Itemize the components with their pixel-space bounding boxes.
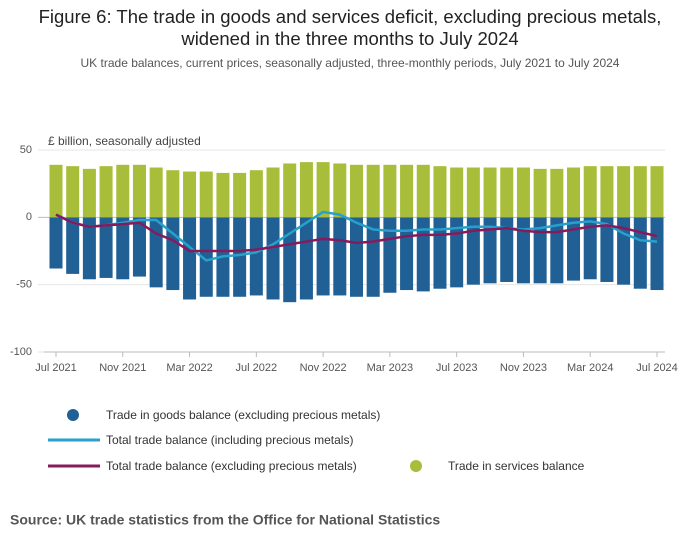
bar [383, 217, 397, 293]
legend-swatch [410, 460, 422, 472]
bar [233, 217, 247, 297]
bar [333, 163, 347, 218]
bar [149, 217, 163, 288]
bar [183, 217, 197, 300]
legend-label: Total trade balance (including precious … [106, 433, 353, 447]
bar [450, 167, 464, 218]
x-tick-label: Nov 2022 [300, 362, 347, 374]
bar [166, 170, 180, 218]
legend-label: Trade in services balance [448, 459, 585, 473]
x-tick-label: Jul 2024 [636, 362, 678, 374]
bar [466, 217, 480, 285]
bar [249, 170, 263, 218]
bar [400, 164, 414, 218]
line [55, 210, 658, 262]
header: Figure 6: The trade in goods and service… [10, 6, 690, 70]
bar [66, 217, 80, 274]
bar [567, 217, 581, 281]
line [55, 213, 658, 253]
bar [316, 162, 330, 218]
bar [216, 172, 230, 218]
bar [199, 217, 213, 297]
x-tick-label: Jul 2022 [236, 362, 278, 374]
bar [400, 217, 414, 291]
bar [82, 217, 96, 280]
bar [583, 217, 597, 280]
bar [199, 171, 213, 218]
bar [283, 217, 297, 303]
bar [516, 167, 530, 218]
bar [316, 217, 330, 296]
x-tick-label: Mar 2023 [367, 362, 413, 374]
bar [516, 217, 530, 284]
bar [99, 217, 113, 278]
legend-label: Trade in goods balance (excluding precio… [106, 408, 380, 422]
bar [366, 217, 380, 297]
bar [500, 217, 514, 282]
bar [349, 164, 364, 218]
legend-swatch [67, 409, 79, 421]
bar [550, 217, 564, 284]
bar [132, 164, 146, 218]
bar [283, 163, 297, 218]
bar [233, 172, 247, 218]
bar [416, 164, 430, 218]
bar [266, 217, 280, 300]
bar [466, 167, 480, 218]
bar [82, 168, 96, 218]
bar [633, 217, 647, 289]
bar [149, 167, 163, 218]
y-tick-label: -50 [16, 279, 32, 291]
bar [600, 217, 614, 282]
bar [132, 217, 146, 277]
bar [483, 167, 497, 218]
chart-subtitle: UK trade balances, current prices, seaso… [80, 56, 620, 70]
chart-title: Figure 6: The trade in goods and service… [38, 6, 662, 49]
source: Source: UK trade statistics from the Off… [10, 512, 440, 528]
bar [249, 217, 263, 296]
x-tick-label: Nov 2023 [500, 362, 547, 374]
bar [633, 166, 647, 218]
x-tick-label: Mar 2024 [567, 362, 613, 374]
bar [650, 217, 664, 291]
x-tick-label: Jul 2021 [35, 362, 77, 374]
bar [583, 166, 597, 218]
y-tick-label: 50 [20, 144, 32, 156]
bar [617, 166, 631, 218]
y-tick-label: -100 [10, 346, 32, 358]
bar [533, 168, 547, 218]
bar [600, 166, 614, 218]
bar [650, 166, 664, 218]
bar [333, 217, 347, 296]
bar [116, 217, 130, 280]
bar [433, 166, 447, 218]
x-tick-label: Mar 2022 [166, 362, 212, 374]
bar [49, 217, 63, 269]
bar [533, 217, 547, 284]
bar [349, 217, 364, 297]
legend-label: Total trade balance (excluding precious … [106, 459, 357, 473]
bar [299, 217, 313, 300]
y-axis-label: £ billion, seasonally adjusted [48, 134, 201, 148]
bar [299, 162, 313, 218]
bar [49, 164, 63, 218]
bar [483, 217, 497, 284]
bar [99, 166, 113, 218]
x-tick-label: Nov 2021 [99, 362, 146, 374]
bar [266, 167, 280, 218]
x-tick-label: Jul 2023 [436, 362, 478, 374]
bar [66, 166, 80, 218]
bar [550, 168, 564, 218]
bar [183, 171, 197, 218]
bar [500, 167, 514, 218]
bar [383, 164, 397, 218]
bar [567, 167, 581, 218]
y-tick-label: 0 [26, 211, 32, 223]
bar [116, 164, 130, 218]
bar [366, 164, 380, 218]
